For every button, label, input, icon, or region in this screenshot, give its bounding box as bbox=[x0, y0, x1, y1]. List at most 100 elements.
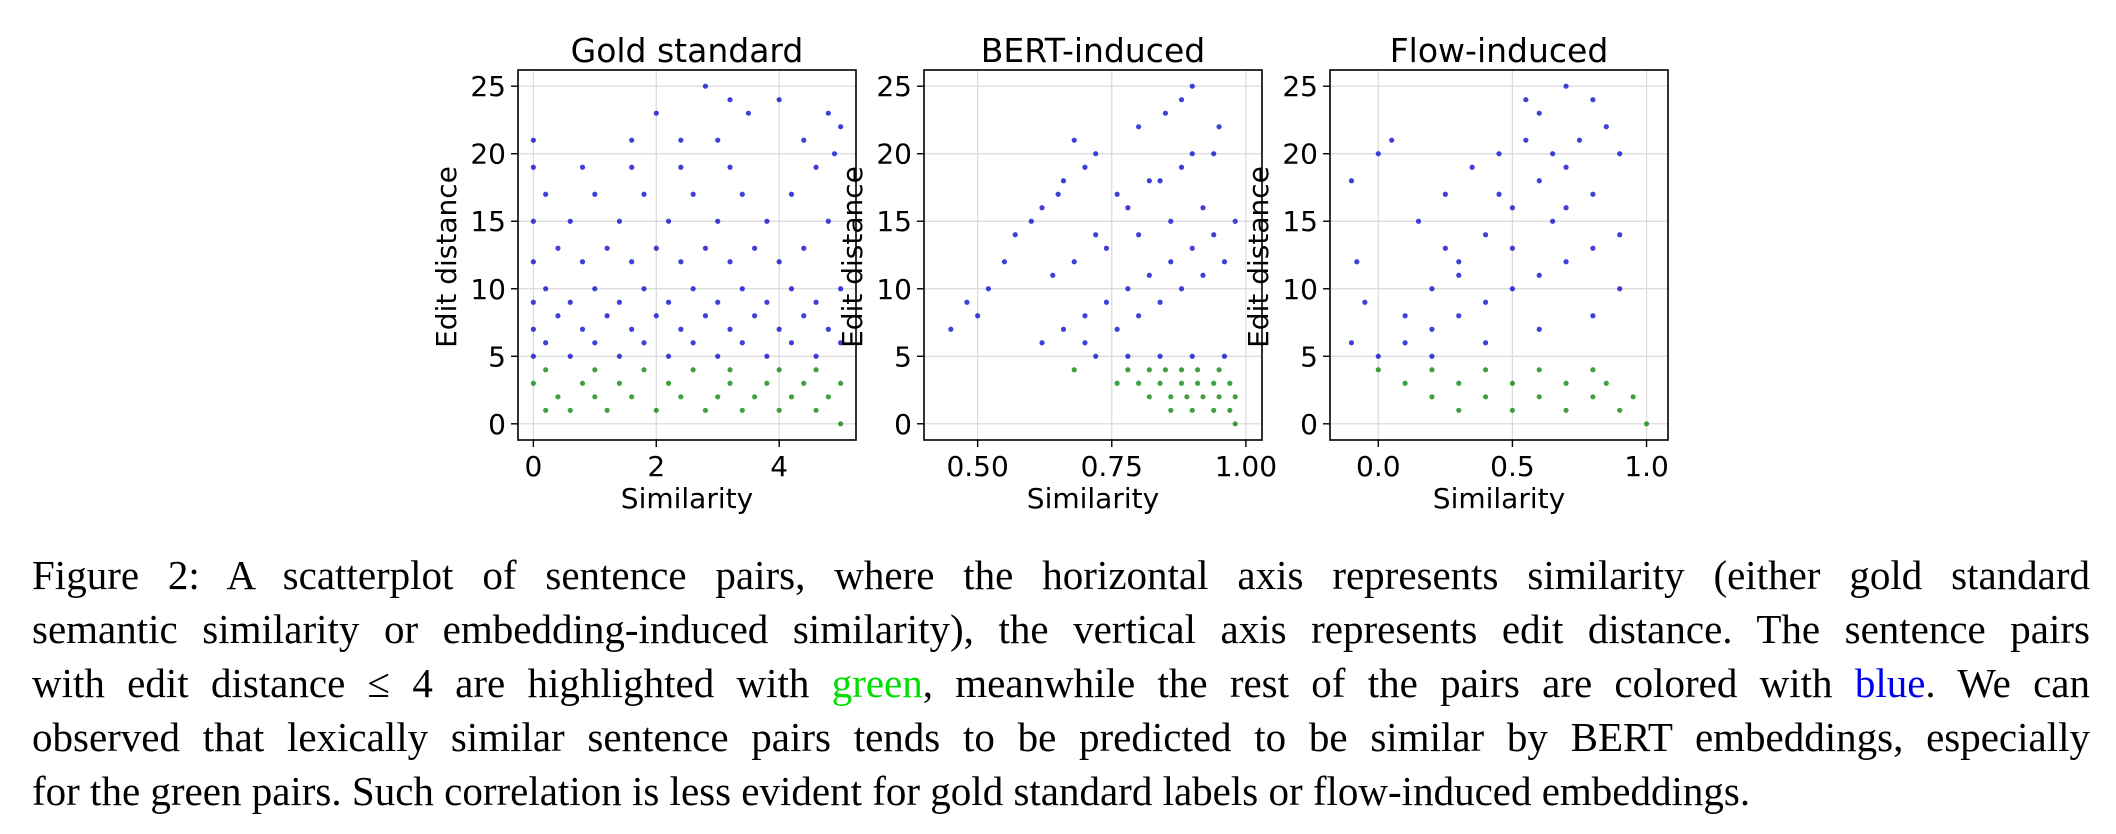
data-point bbox=[530, 259, 536, 265]
data-point bbox=[1429, 353, 1435, 359]
data-point bbox=[1103, 299, 1110, 305]
caption-line-5: for the green pairs. Such correlation is… bbox=[32, 768, 1751, 814]
data-point bbox=[1162, 110, 1169, 116]
caption-green-word: green bbox=[831, 660, 923, 706]
data-point bbox=[1617, 286, 1623, 292]
data-point bbox=[813, 407, 819, 413]
data-point bbox=[530, 299, 536, 305]
data-point bbox=[964, 299, 970, 305]
data-point bbox=[1050, 272, 1056, 278]
data-point bbox=[715, 137, 721, 143]
data-point bbox=[1590, 313, 1596, 319]
data-point bbox=[1617, 232, 1623, 238]
data-point bbox=[1189, 245, 1195, 251]
data-point bbox=[665, 353, 672, 359]
data-point bbox=[1536, 110, 1542, 116]
data-point bbox=[1001, 259, 1008, 265]
data-point bbox=[1563, 407, 1569, 413]
data-point bbox=[1402, 313, 1408, 319]
y-tick-label: 20 bbox=[1282, 138, 1318, 171]
data-point bbox=[592, 340, 598, 346]
data-point bbox=[1125, 353, 1131, 359]
data-point bbox=[752, 394, 758, 400]
data-point bbox=[1227, 407, 1233, 413]
y-tick-label: 25 bbox=[876, 70, 912, 103]
data-point bbox=[530, 218, 536, 224]
data-point bbox=[1093, 151, 1099, 157]
data-point bbox=[678, 394, 684, 400]
data-point bbox=[1536, 272, 1542, 278]
y-tick-label: 5 bbox=[1300, 340, 1318, 373]
data-point bbox=[579, 326, 586, 332]
data-point bbox=[1216, 394, 1222, 400]
data-point bbox=[1168, 394, 1174, 400]
chart-title: Flow-induced bbox=[1390, 31, 1609, 70]
data-point bbox=[592, 286, 598, 292]
data-point bbox=[788, 394, 795, 400]
data-point bbox=[1536, 367, 1542, 373]
chart-panel-2: 0.50 0.75 1.00 0 5 10 15 20 25 BERT-induced Simila… bbox=[836, 31, 1277, 515]
data-point bbox=[1603, 380, 1609, 386]
data-point bbox=[530, 326, 536, 332]
x-tick-label: 0 bbox=[524, 450, 542, 483]
data-point bbox=[1442, 245, 1448, 251]
data-point bbox=[739, 340, 745, 346]
data-point bbox=[1114, 191, 1120, 197]
caption-line-3-end: . We can bbox=[1925, 660, 2091, 706]
data-point bbox=[825, 326, 831, 332]
data-point bbox=[1375, 353, 1381, 359]
data-point bbox=[825, 218, 831, 224]
data-point bbox=[1456, 407, 1462, 413]
data-point bbox=[641, 367, 647, 373]
data-point bbox=[604, 407, 610, 413]
data-point bbox=[1482, 367, 1489, 373]
data-point bbox=[985, 286, 991, 292]
data-point bbox=[1093, 232, 1099, 238]
data-point bbox=[1211, 232, 1217, 238]
data-point bbox=[776, 367, 782, 373]
data-point bbox=[715, 218, 721, 224]
data-point bbox=[1402, 380, 1408, 386]
data-point bbox=[1563, 380, 1569, 386]
y-tick-label: 5 bbox=[894, 340, 912, 373]
data-point bbox=[629, 259, 635, 265]
data-point bbox=[579, 259, 586, 265]
x-tick-label: 0.0 bbox=[1356, 450, 1401, 483]
data-point bbox=[1442, 191, 1448, 197]
data-point bbox=[776, 259, 782, 265]
x-axis-label: Similarity bbox=[1433, 482, 1565, 515]
data-point bbox=[1523, 97, 1529, 103]
data-point bbox=[629, 164, 635, 170]
data-point bbox=[592, 191, 598, 197]
data-point bbox=[543, 340, 549, 346]
data-point bbox=[616, 353, 623, 359]
data-point bbox=[1590, 191, 1596, 197]
data-point bbox=[530, 380, 536, 386]
data-point bbox=[1162, 367, 1169, 373]
y-tick-label: 10 bbox=[1282, 273, 1318, 306]
data-point bbox=[1469, 164, 1475, 170]
data-point bbox=[543, 191, 549, 197]
x-tick-label: 0.75 bbox=[1081, 450, 1143, 483]
data-point bbox=[1509, 245, 1516, 251]
data-point bbox=[838, 380, 844, 386]
data-point bbox=[788, 286, 795, 292]
data-point bbox=[739, 191, 745, 197]
data-point bbox=[1590, 367, 1596, 373]
data-point bbox=[678, 137, 684, 143]
data-point bbox=[739, 407, 745, 413]
data-point bbox=[1093, 353, 1099, 359]
data-point bbox=[1536, 394, 1542, 400]
y-tick-label: 15 bbox=[470, 205, 506, 238]
data-point bbox=[579, 380, 586, 386]
data-point bbox=[801, 137, 807, 143]
data-point bbox=[641, 340, 647, 346]
data-point bbox=[975, 313, 981, 319]
data-point bbox=[727, 380, 733, 386]
data-point bbox=[592, 394, 598, 400]
data-point bbox=[1189, 151, 1195, 157]
data-point bbox=[665, 218, 672, 224]
caption-blue-word: blue bbox=[1854, 660, 1926, 706]
y-tick-label: 10 bbox=[470, 273, 506, 306]
data-point bbox=[1168, 218, 1174, 224]
